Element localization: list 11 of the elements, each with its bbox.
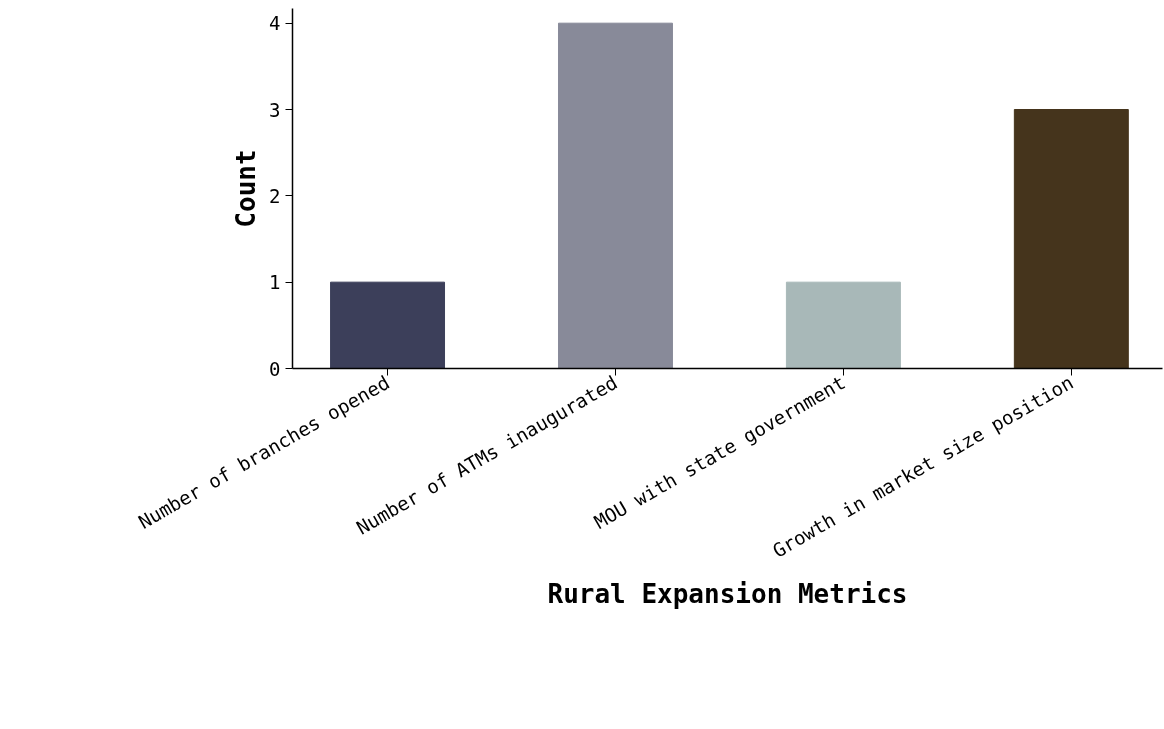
y-tick-label: 2 (269, 184, 281, 207)
y-axis-title: Count (231, 149, 262, 228)
x-axis-title: Rural Expansion Metrics (547, 579, 908, 610)
bar (785, 281, 901, 369)
bar (557, 22, 673, 369)
bar (1013, 109, 1129, 369)
y-tick-label: 1 (269, 271, 281, 294)
bar (330, 281, 446, 369)
y-tick-label: 0 (269, 357, 281, 380)
y-tick-label: 4 (269, 12, 281, 35)
y-tick-label: 3 (269, 98, 281, 121)
